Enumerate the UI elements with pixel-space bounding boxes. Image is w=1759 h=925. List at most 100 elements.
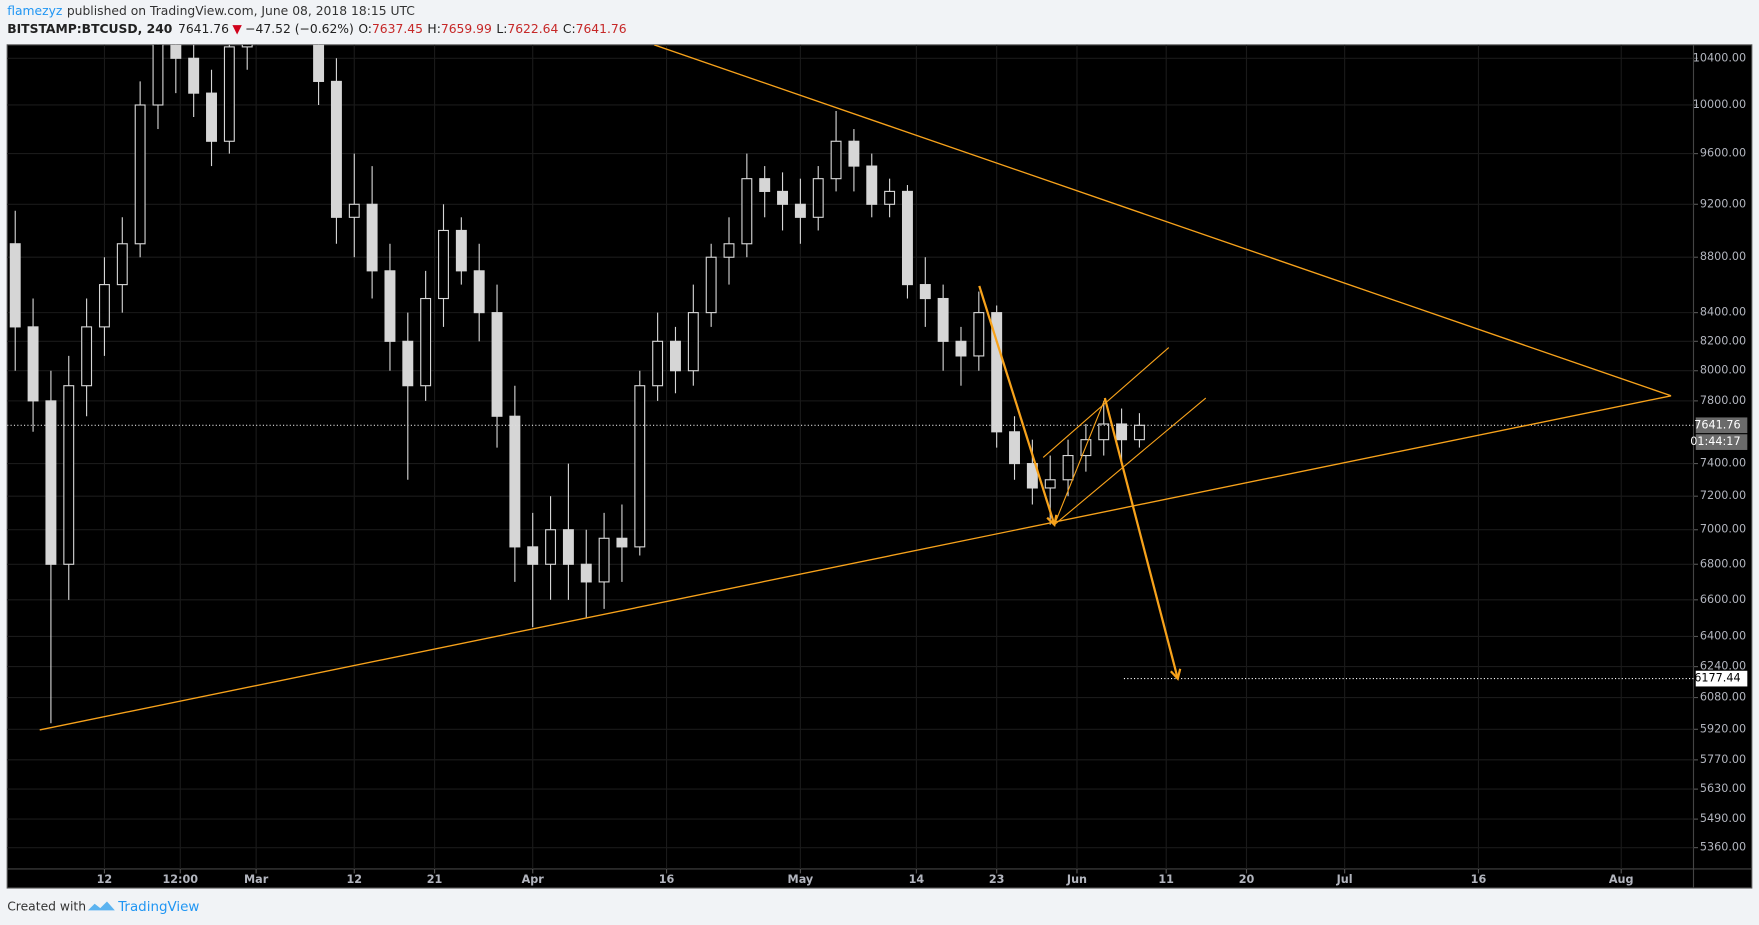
open: 7637.45 [372, 22, 423, 36]
candle-body [206, 92, 217, 142]
x-tick-label: 23 [989, 873, 1005, 886]
candle-body [98, 284, 110, 328]
grid [7, 44, 1694, 869]
candle-body [1116, 423, 1128, 441]
arrow-head [1046, 514, 1058, 527]
candle-body [884, 190, 896, 205]
x-tick-label: Jun [1066, 873, 1087, 886]
change: −47.52 (−0.62%) [245, 22, 354, 36]
triangle-lower [39, 395, 1672, 731]
candle-body [402, 340, 414, 387]
last-price-label: 7641.76 [1694, 418, 1740, 431]
y-tick-label: 6240.00 [1700, 660, 1746, 673]
y-tick-label: 9200.00 [1700, 197, 1746, 210]
y-tick-label: 7400.00 [1700, 457, 1746, 470]
candle-body [313, 44, 325, 82]
x-tick-label: 20 [1239, 873, 1255, 886]
candle-body [794, 203, 806, 218]
chart-panel [6, 44, 1753, 889]
candle-body [777, 190, 789, 205]
candle-body [652, 340, 664, 387]
tradingview-logo [87, 901, 115, 911]
target-label: 6177.44 [1694, 672, 1740, 685]
high: 7659.99 [441, 22, 492, 36]
y-tick-label: 6800.00 [1700, 557, 1746, 570]
candle-body [473, 270, 485, 314]
publish-line: flamezyz published on TradingView.com, Ju… [7, 4, 415, 18]
triangle-upper [653, 44, 1672, 397]
arrow-shaft [1103, 397, 1179, 679]
y-tick-label: 5360.00 [1700, 841, 1746, 854]
candle-body [348, 203, 360, 218]
candle-body [759, 178, 771, 192]
y-tick-label: 8000.00 [1700, 364, 1746, 377]
countdown-label: 01:44:17 [1690, 435, 1740, 448]
channel-lower [1054, 397, 1207, 526]
author[interactable]: flamezyz [7, 4, 62, 18]
countdown-box [1695, 434, 1748, 450]
low-label: L: [496, 22, 507, 36]
candle-body [527, 546, 539, 565]
candle-body [1133, 424, 1145, 441]
candle-body [723, 243, 735, 258]
close-label: C: [563, 22, 576, 36]
candle-body [116, 243, 128, 286]
x-tick-label: Apr [522, 873, 545, 886]
x-tick-label: 11 [1158, 873, 1174, 886]
candle-body [937, 297, 949, 342]
candle-body [1098, 423, 1110, 441]
candle-body [45, 400, 57, 565]
candle-body [384, 270, 396, 342]
candle-body [223, 46, 235, 142]
candle-body [188, 57, 200, 94]
candle-body [830, 140, 842, 180]
candle-body [63, 385, 75, 565]
channel-left [1053, 398, 1106, 525]
candle-body [866, 165, 878, 205]
candle-body [438, 229, 449, 300]
candle-body [687, 312, 699, 372]
candle-body [455, 229, 467, 272]
x-tick-label: Jul [1336, 873, 1353, 886]
candle-body [491, 312, 503, 417]
high-label: H: [427, 22, 440, 36]
target-box [1695, 670, 1748, 687]
y-tick-label: 8200.00 [1700, 334, 1746, 347]
candle-body [670, 340, 681, 372]
y-tick-label: 8800.00 [1700, 250, 1746, 263]
y-tick-label: 5490.00 [1700, 812, 1746, 825]
close: 7641.76 [576, 22, 627, 36]
candle-body [366, 203, 378, 272]
y-tick-label: 5630.00 [1700, 782, 1746, 795]
low: 7622.64 [507, 22, 558, 36]
y-tick-label: 6600.00 [1700, 593, 1746, 606]
y-tick-label: 5770.00 [1700, 753, 1746, 766]
change-arrow: ▼ [232, 22, 242, 36]
candle-body [134, 104, 146, 245]
candle-body [420, 297, 432, 387]
candle-body [598, 537, 610, 583]
y-tick-label: 6400.00 [1700, 629, 1746, 642]
candle-body [509, 415, 521, 548]
last-price-box [1695, 417, 1748, 434]
y-tick-label: 7000.00 [1700, 523, 1746, 536]
y-tick-label: 7200.00 [1700, 489, 1746, 502]
y-tick-label: 7800.00 [1700, 394, 1746, 407]
candle-body [955, 340, 967, 357]
candle-body [152, 44, 164, 106]
footer-brand[interactable]: TradingView [117, 900, 199, 915]
candle-body [705, 256, 717, 314]
candle-body [812, 178, 824, 218]
x-tick-label: 16 [659, 873, 675, 886]
y-tick-label: 10400.00 [1693, 51, 1746, 64]
candle-body [241, 44, 253, 48]
x-tick-label: 12 [346, 873, 362, 886]
candle-body [1044, 479, 1056, 489]
candle-body [973, 312, 985, 357]
candle-body [634, 385, 646, 548]
footer-created: Created with [7, 900, 86, 914]
arrow-head [1170, 668, 1182, 681]
candle-body [741, 178, 753, 245]
candle-body [545, 529, 557, 565]
